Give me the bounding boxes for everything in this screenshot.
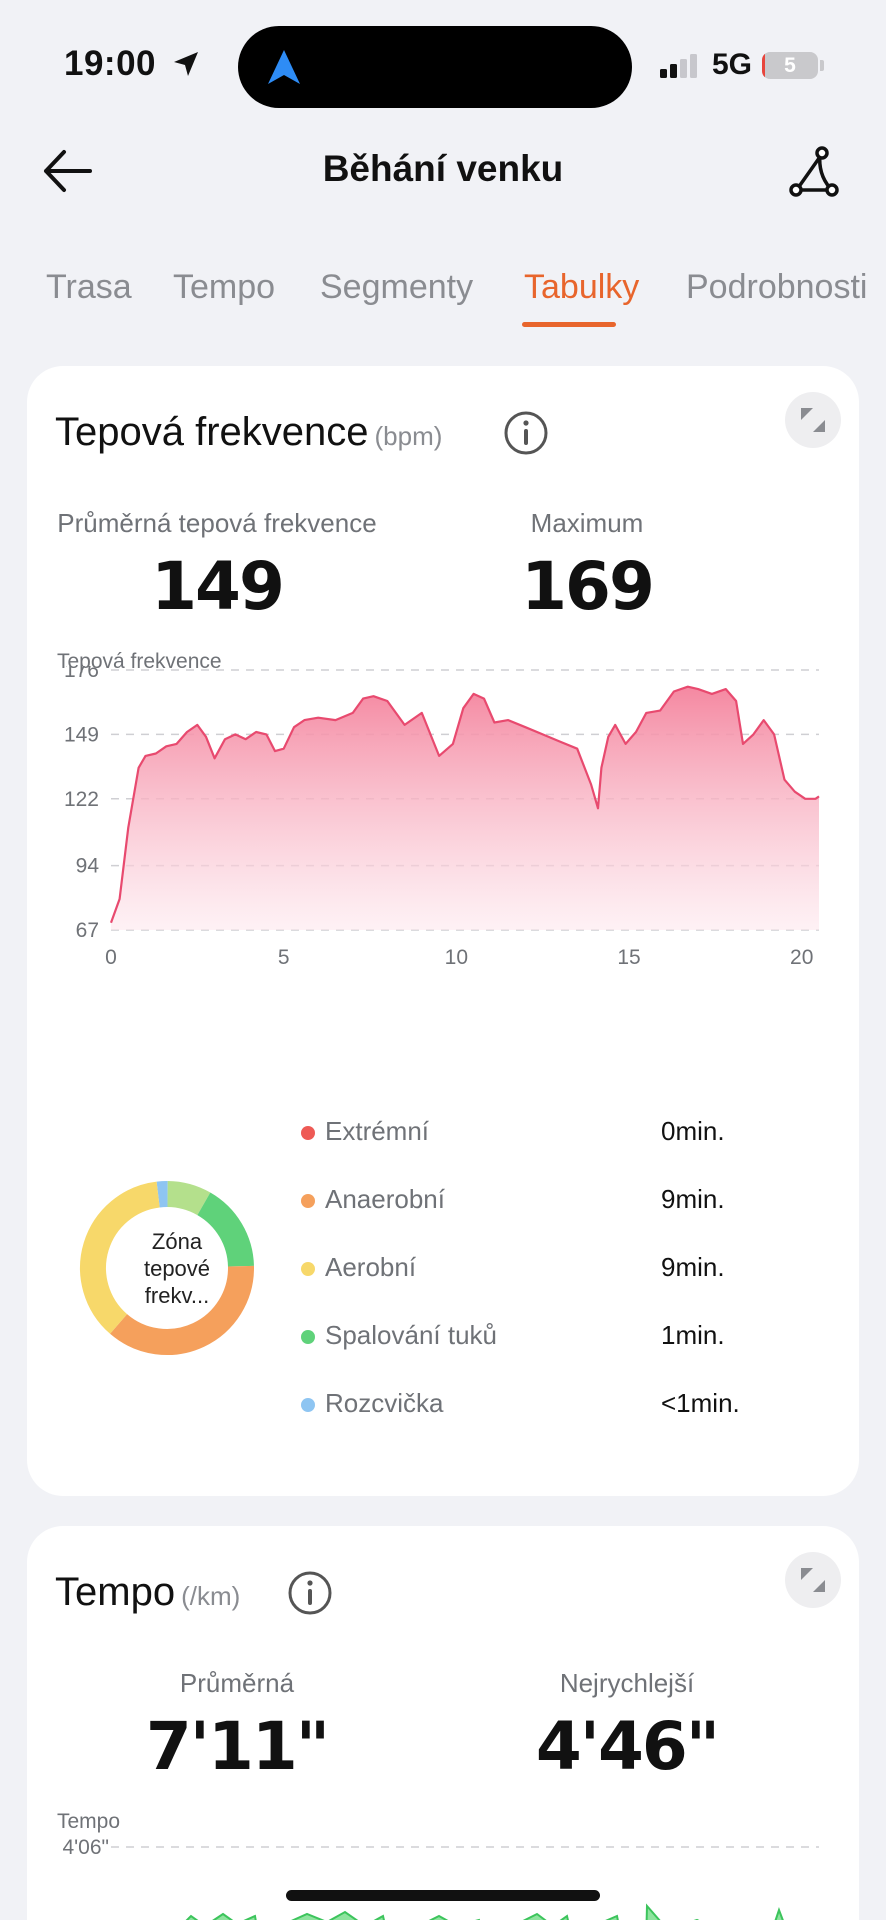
tab-trasa[interactable]: Trasa <box>46 268 132 306</box>
donut-segment <box>166 1181 211 1216</box>
heart-rate-chart: 679412214917605101520Čas (min) <box>64 666 820 966</box>
avg-hr-value: 149 <box>151 548 285 625</box>
donut-segment <box>196 1192 254 1268</box>
tab-tabulky[interactable]: Tabulky <box>524 268 640 306</box>
donut-segment <box>110 1265 254 1355</box>
hr-y-tick: 122 <box>64 788 99 811</box>
battery-icon: 5 <box>762 52 818 79</box>
expand-button[interactable] <box>785 392 841 448</box>
max-hr-label: Maximum <box>530 508 644 538</box>
hr-chart-label: Tepová frekvence <box>57 650 222 673</box>
zone-name: Spalování tuků <box>325 1320 498 1350</box>
heart-rate-unit: (bpm) <box>374 421 443 451</box>
hr-zone-donut-label: Zóna tepové frekv... <box>143 1229 211 1308</box>
back-arrow-icon[interactable] <box>40 146 96 196</box>
zone-dot <box>301 1398 315 1412</box>
hr-zone-donut <box>80 1181 254 1355</box>
pace-y-tick: 4'06" <box>62 1836 109 1859</box>
tab-podrobnosti[interactable]: Podrobnosti <box>686 268 868 306</box>
zone-row-fat-burn: Spalování tuků 1min. <box>301 1316 821 1356</box>
expand-icon <box>801 408 825 432</box>
page-title: Běhání venku <box>322 148 564 189</box>
hr-x-tick: 0 <box>105 946 117 966</box>
hr-x-tick: 15 <box>617 946 640 966</box>
zone-value: 1min. <box>661 1320 725 1350</box>
tab-tempo[interactable]: Tempo <box>173 268 276 306</box>
hr-y-tick: 176 <box>64 666 99 682</box>
fastest-pace-label: Nejrychlejší <box>559 1668 695 1698</box>
info-icon[interactable] <box>287 1570 333 1616</box>
hr-x-tick: 10 <box>445 946 468 966</box>
signal-icon <box>660 54 697 78</box>
avg-pace-value: 7'11" <box>145 1708 330 1785</box>
hr-area <box>111 686 819 930</box>
zone-value: 9min. <box>661 1184 725 1214</box>
max-hr-value: 169 <box>521 548 655 625</box>
avg-pace-label: Průměrná <box>179 1668 295 1698</box>
expand-icon <box>801 1568 825 1592</box>
avg-hr-label: Průměrná tepová frekvence <box>57 508 377 538</box>
pace-chart: 4'06" <box>62 1836 819 1920</box>
fastest-pace-value: 4'46" <box>535 1708 720 1785</box>
donut-segment <box>156 1181 168 1208</box>
zone-value: 9min. <box>661 1252 725 1282</box>
pace-title: Tempo (/km) <box>55 1570 240 1615</box>
pace-unit: (/km) <box>181 1581 241 1611</box>
info-icon[interactable] <box>503 410 549 456</box>
pace-area <box>185 1903 784 1920</box>
home-indicator <box>286 1890 600 1901</box>
zone-dot <box>301 1194 315 1208</box>
heart-rate-card: Tepová frekvence (bpm) Průměrná tepová fr… <box>27 366 859 1496</box>
battery-level: 5 <box>784 54 796 77</box>
hr-y-tick: 67 <box>76 919 99 942</box>
zone-dot <box>301 1330 315 1344</box>
zone-row-aerobic: Aerobní 9min. <box>301 1248 821 1288</box>
tab-segmenty[interactable]: Segmenty <box>320 268 474 306</box>
dynamic-island <box>238 26 632 108</box>
zone-dot <box>301 1126 315 1140</box>
heart-rate-title-text: Tepová frekvence <box>55 410 369 454</box>
zone-name: Rozcvička <box>325 1388 444 1418</box>
network-type: 5G <box>712 48 753 81</box>
zone-name: Extrémní <box>325 1116 430 1146</box>
pace-title-text: Tempo <box>55 1570 176 1614</box>
route-icon[interactable] <box>786 144 842 200</box>
donut-segment <box>80 1181 161 1334</box>
heart-rate-title: Tepová frekvence (bpm) <box>55 410 442 455</box>
zone-dot <box>301 1262 315 1276</box>
zone-value: 0min. <box>661 1116 725 1146</box>
pace-card: Tempo (/km) Průměrná 7'11" Nejrychlejší 4… <box>27 1526 859 1920</box>
location-arrow-icon <box>174 52 198 76</box>
battery-tip <box>820 60 824 71</box>
zone-name: Anaerobní <box>325 1184 445 1214</box>
hr-x-tick: 20 <box>790 946 813 966</box>
zone-value: <1min. <box>661 1388 740 1418</box>
hr-x-tick: 5 <box>278 946 290 966</box>
status-bar: 19:00 5G 5 <box>0 0 886 120</box>
hr-y-tick: 149 <box>64 723 99 746</box>
zone-row-warmup: Rozcvička <1min. <box>301 1384 821 1424</box>
pace-chart-label: Tempo <box>57 1810 121 1833</box>
active-tab-indicator <box>522 322 616 327</box>
expand-button[interactable] <box>785 1552 841 1608</box>
zone-row-anaerobic: Anaerobní 9min. <box>301 1180 821 1220</box>
hr-line <box>109 685 820 924</box>
zone-name: Aerobní <box>325 1252 417 1282</box>
navigation-icon <box>268 50 300 84</box>
zone-row-extreme: Extrémní 0min. <box>301 1112 821 1152</box>
hr-y-tick: 94 <box>76 855 100 878</box>
status-time: 19:00 <box>64 44 157 83</box>
